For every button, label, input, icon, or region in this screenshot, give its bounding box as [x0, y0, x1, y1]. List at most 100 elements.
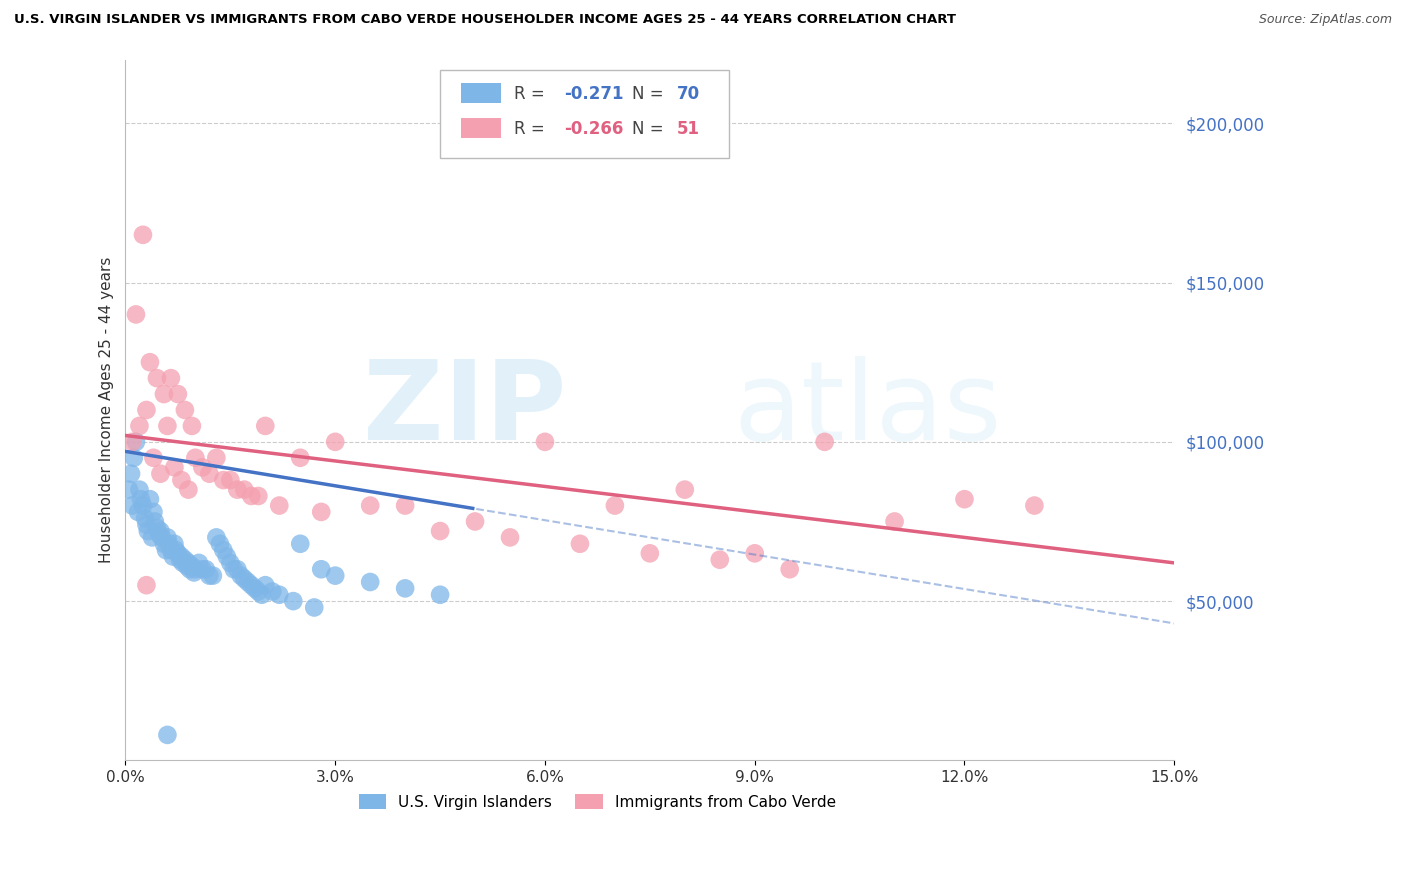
Point — [709, 552, 731, 566]
Point — [139, 492, 162, 507]
Point — [243, 582, 266, 596]
Point — [198, 467, 221, 481]
Point — [153, 387, 176, 401]
Point — [254, 418, 277, 433]
Point — [135, 578, 157, 592]
FancyBboxPatch shape — [440, 70, 728, 158]
Point — [953, 492, 976, 507]
Point — [169, 552, 191, 566]
Point — [429, 588, 451, 602]
Point — [155, 543, 177, 558]
Point — [233, 483, 256, 497]
Point — [222, 562, 245, 576]
Point — [201, 568, 224, 582]
Text: atlas: atlas — [734, 357, 1002, 464]
Point — [143, 515, 166, 529]
Point — [121, 434, 143, 449]
Point — [290, 450, 312, 465]
Point — [464, 515, 486, 529]
Point — [191, 562, 214, 576]
Point — [157, 537, 180, 551]
Text: 51: 51 — [678, 120, 700, 138]
Point — [141, 530, 163, 544]
Point — [160, 543, 183, 558]
Point — [187, 556, 209, 570]
Point — [779, 562, 801, 576]
Point — [125, 434, 148, 449]
Point — [236, 574, 259, 589]
Y-axis label: Householder Income Ages 25 - 44 years: Householder Income Ages 25 - 44 years — [100, 257, 114, 563]
Point — [359, 574, 381, 589]
Point — [283, 594, 305, 608]
Point — [170, 473, 193, 487]
Point — [534, 434, 557, 449]
Point — [127, 505, 149, 519]
Point — [229, 568, 252, 582]
Point — [180, 418, 202, 433]
Point — [269, 499, 291, 513]
Point — [174, 403, 197, 417]
Point — [174, 552, 197, 566]
Point — [212, 473, 235, 487]
Point — [191, 460, 214, 475]
Point — [233, 572, 256, 586]
Point — [814, 434, 837, 449]
Point — [149, 524, 172, 538]
Point — [499, 530, 522, 544]
Point — [309, 505, 332, 519]
Point — [394, 582, 416, 596]
Point — [429, 524, 451, 538]
FancyBboxPatch shape — [461, 83, 501, 103]
Point — [215, 549, 238, 564]
Point — [172, 556, 194, 570]
Point — [247, 584, 270, 599]
Text: R =: R = — [513, 120, 550, 138]
Point — [219, 473, 242, 487]
Point — [359, 499, 381, 513]
Point — [394, 499, 416, 513]
Point — [226, 562, 249, 576]
Point — [212, 543, 235, 558]
Point — [179, 562, 201, 576]
Point — [146, 521, 169, 535]
Point — [132, 227, 155, 242]
Point — [167, 546, 190, 560]
Point — [177, 556, 200, 570]
Point — [176, 559, 198, 574]
Point — [254, 578, 277, 592]
Text: N =: N = — [633, 120, 669, 138]
Point — [160, 371, 183, 385]
Point — [156, 728, 179, 742]
Point — [122, 450, 145, 465]
FancyBboxPatch shape — [461, 118, 501, 138]
Point — [208, 537, 231, 551]
Point — [177, 483, 200, 497]
Point — [744, 546, 766, 560]
Point — [148, 527, 170, 541]
Point — [183, 566, 205, 580]
Point — [240, 578, 263, 592]
Point — [323, 434, 346, 449]
Point — [323, 568, 346, 582]
Point — [134, 511, 156, 525]
Point — [184, 450, 207, 465]
Point — [163, 537, 186, 551]
Point — [132, 499, 155, 513]
Point — [184, 562, 207, 576]
Text: -0.271: -0.271 — [564, 85, 623, 103]
Point — [165, 543, 187, 558]
Point — [142, 505, 165, 519]
Point — [247, 489, 270, 503]
Point — [262, 584, 284, 599]
Point — [146, 371, 169, 385]
Legend: U.S. Virgin Islanders, Immigrants from Cabo Verde: U.S. Virgin Islanders, Immigrants from C… — [353, 788, 842, 816]
Point — [883, 515, 905, 529]
Point — [125, 308, 148, 322]
Point — [120, 467, 142, 481]
Point — [240, 489, 263, 503]
Point — [198, 568, 221, 582]
Point — [150, 530, 173, 544]
Text: Source: ZipAtlas.com: Source: ZipAtlas.com — [1258, 13, 1392, 27]
Point — [142, 450, 165, 465]
Text: N =: N = — [633, 85, 669, 103]
